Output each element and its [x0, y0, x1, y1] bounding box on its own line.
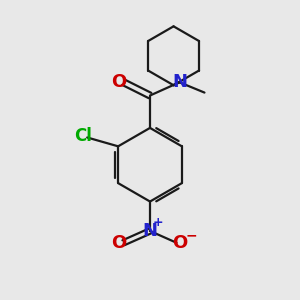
- Text: Cl: Cl: [74, 127, 92, 145]
- Text: +: +: [153, 216, 164, 229]
- Text: N: N: [142, 222, 158, 240]
- Text: O: O: [112, 234, 127, 252]
- Text: O: O: [112, 73, 127, 91]
- Text: −: −: [186, 228, 198, 242]
- Text: O: O: [172, 234, 187, 252]
- Text: N: N: [172, 73, 187, 91]
